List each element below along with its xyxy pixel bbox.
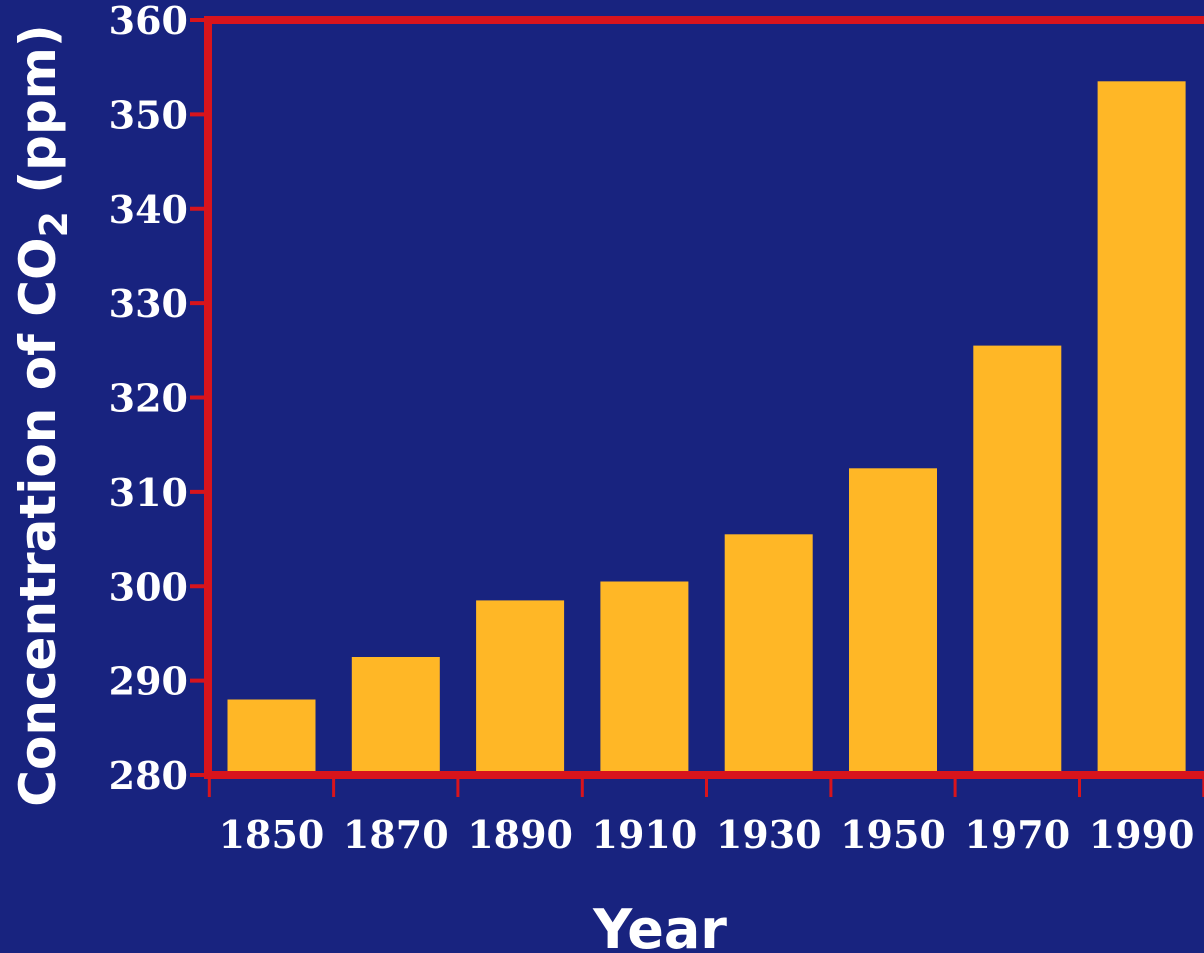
bar-1970 <box>973 345 1062 775</box>
y-axis-title-unit: (ppm) <box>9 24 67 211</box>
y-tick-label-340: 340 <box>109 187 188 232</box>
bar-1850 <box>227 699 316 775</box>
y-tick-label-350: 350 <box>109 92 188 137</box>
y-tick-label-330: 330 <box>109 281 188 326</box>
y-tick-label-320: 320 <box>109 376 188 421</box>
x-tick-label-1970: 1970 <box>964 812 1070 857</box>
x-tick-label-1870: 1870 <box>343 812 449 857</box>
bar-1950 <box>849 468 937 775</box>
x-tick-label-1910: 1910 <box>592 812 698 857</box>
x-tick-label-1930: 1930 <box>716 812 822 857</box>
x-tick-label-1950: 1950 <box>840 812 946 857</box>
bar-1910 <box>600 581 689 775</box>
y-axis-title-subscript: 2 <box>32 211 76 237</box>
bars-layer <box>227 81 1186 776</box>
y-axis-title: Concentration of CO2 (ppm) <box>9 24 76 806</box>
bar-1990 <box>1097 81 1186 776</box>
bar-1890 <box>476 600 565 775</box>
bar-1870 <box>351 657 440 775</box>
x-axis-title: Year <box>592 898 727 953</box>
y-tick-label-310: 310 <box>109 470 188 515</box>
bar-1930 <box>724 534 813 775</box>
x-tick-label-1850: 1850 <box>219 812 325 857</box>
y-tick-label-360: 360 <box>109 0 188 43</box>
y-tick-label-280: 280 <box>109 753 188 798</box>
y-axis-title-main: Concentration of CO <box>9 238 67 807</box>
y-tick-label-290: 290 <box>109 659 188 704</box>
ticks-layer: 1850 1870 1890 1910 1930 1950 1970 1990 280 290 30… <box>109 0 1204 857</box>
x-tick-label-1990: 1990 <box>1089 812 1195 857</box>
y-tick-label-300: 300 <box>109 564 188 609</box>
x-tick-label-1890: 1890 <box>467 812 573 857</box>
